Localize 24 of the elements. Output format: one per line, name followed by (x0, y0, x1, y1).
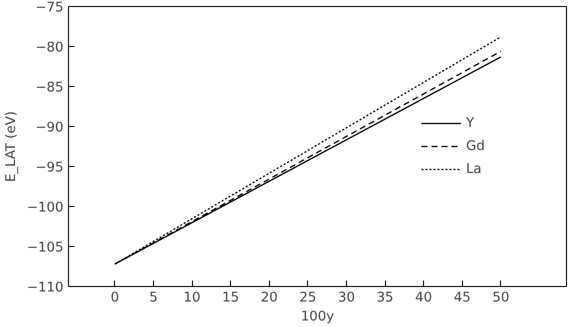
x-tick-label: 10 (184, 290, 201, 306)
y-axis-title: E_LAT (eV) (4, 110, 19, 182)
legend-label: Gd (466, 138, 486, 154)
x-tick-label: 50 (492, 290, 510, 306)
x-tick-label: 20 (260, 290, 278, 306)
y-tick-label: −90 (35, 120, 64, 136)
x-tick-label: 30 (338, 290, 355, 306)
legend-label: La (466, 162, 483, 176)
x-tick-label: 35 (376, 290, 394, 306)
x-tick-label: 0 (110, 290, 120, 306)
x-tick-label: 40 (415, 290, 432, 306)
legend-label: Y (466, 116, 476, 130)
y-tick-label: −110 (26, 280, 64, 296)
y-tick-label: −80 (35, 40, 64, 56)
x-tick-label: 25 (299, 290, 316, 306)
x-tick-label: 15 (222, 290, 240, 306)
x-tick-label: 45 (454, 290, 471, 306)
y-tick-label: −105 (26, 240, 64, 256)
y-tick-label: −85 (35, 80, 64, 96)
y-tick-label: −95 (35, 160, 64, 176)
x-axis-title: 100y (300, 310, 334, 324)
y-tick-label: −75 (35, 0, 64, 16)
y-tick-label: −100 (26, 200, 64, 216)
x-tick-label: 5 (149, 290, 158, 306)
